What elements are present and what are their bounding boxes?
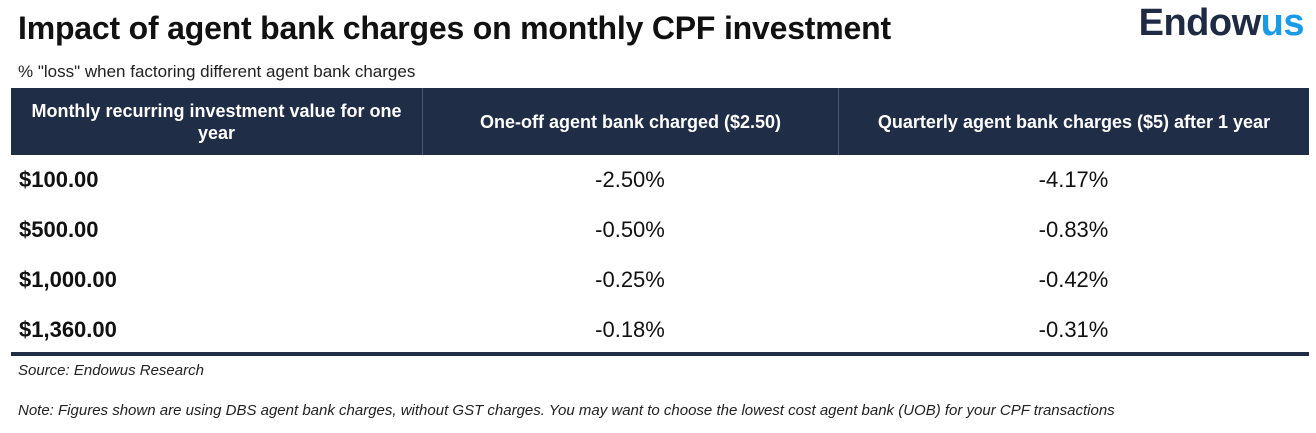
charges-table: Monthly recurring investment value for o… (11, 88, 1309, 356)
table-body: $100.00 -2.50% -4.17% $500.00 -0.50% -0.… (11, 155, 1309, 355)
one-off-loss-cell: -0.18% (595, 317, 665, 342)
source-note: Source: Endowus Research (18, 362, 204, 379)
table-row: $1,000.00 -0.25% -0.42% (11, 255, 1309, 305)
table-row: $500.00 -0.50% -0.83% (11, 205, 1309, 255)
quarterly-loss-cell: -0.83% (1038, 217, 1109, 242)
investment-value-cell: $1,000.00 (19, 267, 117, 292)
column-header-one-off-charge: One-off agent bank charged ($2.50) (422, 88, 838, 155)
table-row: $100.00 -2.50% -4.17% (11, 155, 1309, 205)
investment-value-cell: $100.00 (19, 167, 99, 192)
table-row: $1,360.00 -0.18% -0.31% (11, 305, 1309, 355)
investment-value-cell: $1,360.00 (19, 317, 117, 342)
footnote: Note: Figures shown are using DBS agent … (18, 402, 1115, 419)
quarterly-loss-cell: -0.42% (1038, 267, 1109, 292)
logo-accent-text: us (1260, 2, 1305, 44)
one-off-loss-cell: -0.50% (595, 217, 665, 242)
table-bottom-rule (11, 352, 1309, 356)
investment-value-cell: $500.00 (19, 217, 99, 242)
one-off-loss-cell: -0.25% (595, 267, 665, 292)
logo-main-text: Endow (1138, 2, 1262, 44)
column-header-quarterly-charge: Quarterly agent bank charges ($5) after … (838, 88, 1309, 155)
chart-subtitle: % "loss" when factoring different agent … (18, 62, 416, 81)
endowus-logo: Endowus (1138, 2, 1305, 45)
chart-title: Impact of agent bank charges on monthly … (18, 10, 891, 46)
one-off-loss-cell: -2.50% (595, 167, 665, 192)
column-header-investment-value: Monthly recurring investment value for o… (31, 100, 402, 143)
quarterly-loss-cell: -4.17% (1038, 167, 1109, 192)
table-header: Monthly recurring investment value for o… (11, 88, 1309, 155)
quarterly-loss-cell: -0.31% (1038, 317, 1109, 342)
